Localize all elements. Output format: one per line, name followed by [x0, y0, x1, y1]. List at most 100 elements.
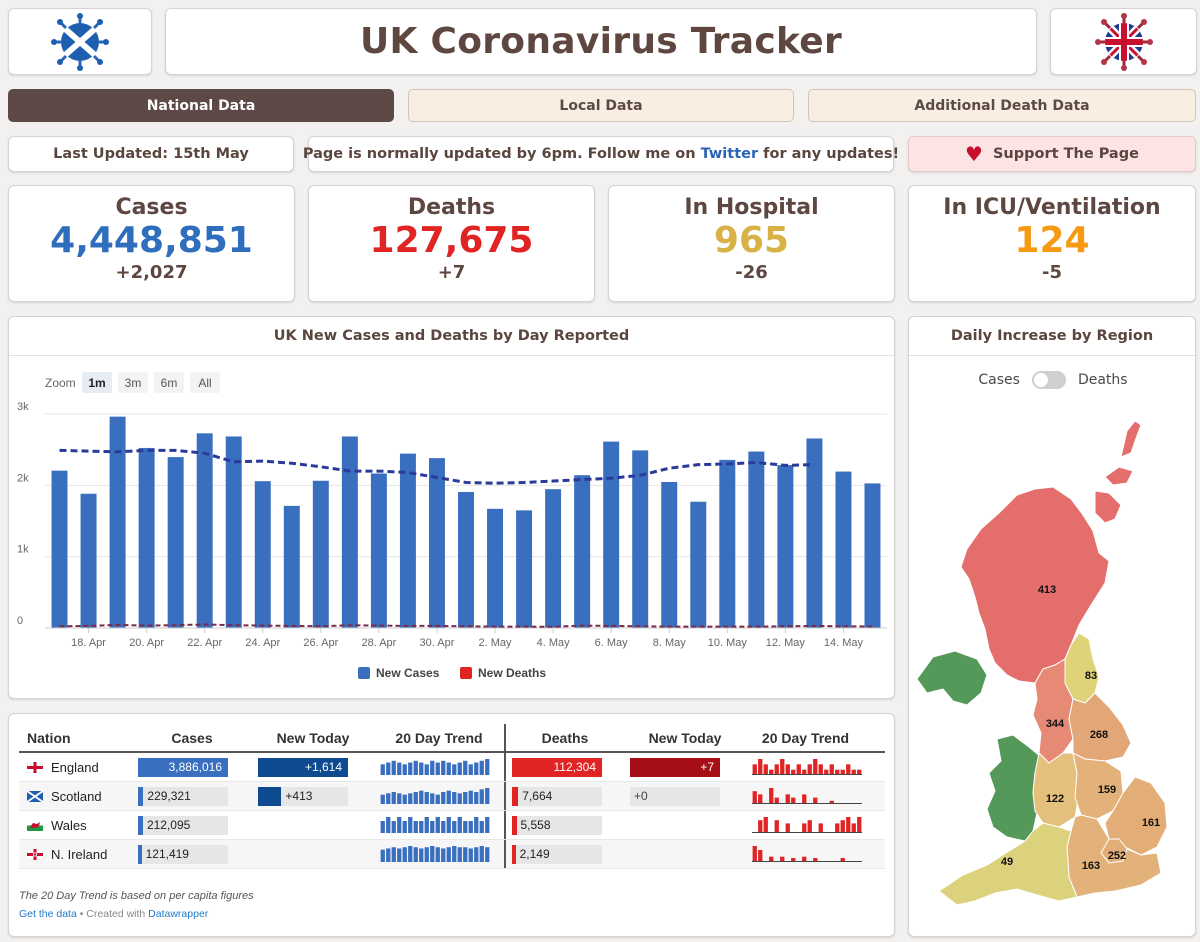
trend-bar — [802, 856, 807, 862]
stat-value: 124 — [1014, 220, 1090, 261]
trend-bar — [829, 800, 834, 804]
zoom-option-label: 6m — [161, 376, 178, 390]
y-tick-label: 2k — [17, 472, 29, 484]
stat-card-icu: In ICU/Ventilation 124 -5 — [908, 185, 1196, 302]
stat-label: Deaths — [407, 195, 496, 220]
cases-bar: 121,419 — [138, 844, 228, 864]
bar-value: 212,095 — [146, 817, 191, 832]
trend-bar — [474, 791, 479, 804]
nation-cell: England — [19, 760, 132, 775]
case-bar — [138, 447, 155, 628]
virus-logo-right — [1050, 8, 1197, 75]
cases-bar: 229,321 — [138, 786, 228, 806]
trend-bar — [468, 847, 473, 862]
support-button[interactable]: ♥ Support The Page — [908, 136, 1196, 172]
trend-bar — [758, 793, 763, 804]
cases-cell: 3,886,016 — [132, 757, 252, 777]
legend-label-cases: New Cases — [376, 666, 440, 680]
trend-bar — [424, 846, 429, 862]
value-west-midlands: 122 — [1046, 793, 1064, 805]
trend-bar — [446, 762, 451, 775]
page-title: UK Coronavirus Tracker — [359, 21, 843, 62]
case-bar — [458, 491, 474, 628]
region-south-west[interactable] — [938, 822, 1078, 906]
trend-bar — [402, 846, 407, 862]
bar-fill — [258, 757, 348, 777]
bar-fill — [258, 786, 282, 806]
tab-local-data[interactable]: Local Data — [408, 89, 794, 122]
trend-bar — [391, 760, 396, 775]
bar-value: 5,558 — [520, 817, 551, 832]
trend-bar — [485, 758, 490, 775]
trend-bar — [424, 816, 429, 833]
trend-bar — [386, 762, 391, 775]
twitter-link[interactable]: Twitter — [700, 146, 759, 162]
deaths-trend-sparkline — [752, 845, 862, 862]
trend-bar — [463, 791, 468, 804]
region-scotland[interactable] — [960, 420, 1142, 684]
region-wales[interactable] — [986, 734, 1042, 842]
trend-bar — [408, 792, 413, 804]
bar-fill — [138, 786, 144, 806]
deaths-bar: 5,558 — [512, 815, 602, 835]
region-west-midlands[interactable] — [1032, 751, 1080, 828]
deaths-trend-cell — [746, 786, 865, 807]
bar-fill — [138, 757, 228, 777]
trend-bar — [835, 769, 840, 775]
virus-logo-left — [8, 8, 152, 75]
cases-cell: 212,095 — [132, 815, 252, 835]
trend-bar — [446, 846, 451, 862]
deaths-trend-sparkline — [752, 787, 862, 804]
cases-deaths-switch[interactable] — [1031, 371, 1066, 389]
zoom-button-6m[interactable] — [154, 372, 184, 393]
table-row: Wales 212,095 5,558 — [19, 811, 885, 840]
region-east[interactable] — [1104, 776, 1168, 856]
trend-bar — [391, 820, 396, 833]
trend-bar — [791, 769, 796, 775]
region-yorkshire[interactable] — [1068, 692, 1132, 762]
table-credits: Get the data • Created with Datawrapper — [19, 908, 208, 920]
cases-trend-sparkline — [380, 845, 490, 862]
stat-value: 4,448,851 — [50, 220, 253, 261]
datawrapper-link[interactable]: Datawrapper — [148, 908, 209, 920]
new-deaths-bar: +7 — [630, 757, 720, 777]
trend-bar — [424, 791, 429, 804]
deaths-cell: 7,664 — [504, 782, 624, 810]
trend-bar — [419, 847, 424, 862]
zoom-button-All[interactable] — [190, 372, 220, 393]
zoom-button-3m[interactable] — [118, 372, 148, 393]
table-row: Scotland 229,321 +413 7,664 +0 — [19, 782, 885, 811]
virus-saltire-icon — [51, 12, 109, 71]
trend-bar — [430, 845, 435, 862]
northern-ireland-flag-icon — [27, 848, 43, 860]
trend-bar — [485, 846, 490, 862]
trend-bar — [419, 820, 424, 833]
toggle-label-cases: Cases — [978, 372, 1020, 388]
bar-fill — [138, 844, 142, 864]
get-data-link[interactable]: Get the data — [19, 908, 77, 920]
trend-bar — [851, 769, 856, 775]
col-new-today: New Today — [276, 729, 350, 746]
x-tick-label: 30. Apr — [420, 637, 455, 649]
stat-label: Cases — [115, 195, 188, 220]
zoom-button-1m[interactable] — [82, 372, 112, 393]
nation-cell: N. Ireland — [19, 847, 132, 862]
bar-fill — [630, 757, 720, 777]
trend-bar — [402, 763, 407, 775]
trend-bar — [468, 763, 473, 775]
trend-bar — [479, 760, 484, 775]
value-london: 252 — [1108, 850, 1126, 862]
trend-bar — [413, 791, 418, 804]
stat-card-deaths: Deaths 127,675 +7 — [308, 185, 595, 302]
region-northern-ireland[interactable] — [916, 650, 988, 706]
nation-table-card: Nation Cases New Today 20 Day Trend Deat… — [8, 713, 895, 937]
trend-bar — [813, 797, 818, 804]
cases-deaths-chart: 0 1k 2k 3k Zoom 1m 3m 6m All 18. Apr 20. Apr 22. Ap… — [17, 372, 887, 680]
virus-union-jack-icon — [1094, 12, 1153, 71]
case-bar — [196, 433, 213, 628]
tab-additional-death-data[interactable]: Additional Death Data — [808, 89, 1196, 122]
bar-value: 229,321 — [147, 788, 191, 803]
zoom-option-label: 1m — [88, 376, 105, 390]
tab-national-data[interactable]: National Data — [8, 89, 394, 122]
case-bar — [516, 510, 533, 628]
